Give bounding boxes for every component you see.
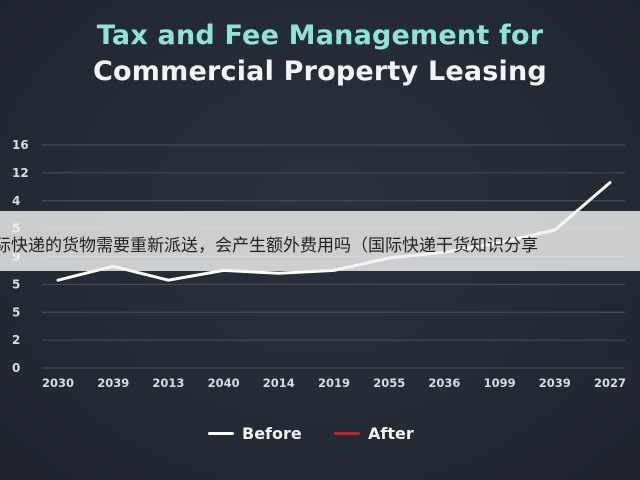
x-tick-label: 2030 <box>42 376 74 390</box>
chart-legend: Before After <box>0 420 640 446</box>
legend-label-before: Before <box>242 423 302 443</box>
x-tick-label: 2019 <box>318 376 350 390</box>
y-tick-label: 5 <box>12 277 20 291</box>
y-tick-label: 2 <box>12 333 20 347</box>
x-tick-label: 2055 <box>373 376 405 390</box>
x-tick-label: 2039 <box>539 376 571 390</box>
y-tick-label: 0 <box>12 361 20 375</box>
chart-title-line1: Tax and Fee Management for <box>96 20 544 51</box>
y-tick-label: 5 <box>12 305 20 319</box>
y-tick-label: 12 <box>12 166 29 180</box>
overlay-banner[interactable]: 际快递的货物需要重新派送，会产生额外费用吗（国际快递干货知识分享 <box>0 211 640 271</box>
chart-title-line2: Commercial Property Leasing <box>93 56 547 87</box>
x-tick-label: 1099 <box>484 376 516 390</box>
legend-label-after: After <box>368 423 414 443</box>
legend-item-after: After <box>334 420 414 446</box>
x-tick-label: 2013 <box>152 376 184 390</box>
x-tick-label: 2014 <box>263 376 295 390</box>
overlay-banner-text: 际快递的货物需要重新派送，会产生额外费用吗（国际快递干货知识分享 <box>0 236 538 256</box>
x-tick-label: 2036 <box>428 376 460 390</box>
x-tick-label: 2039 <box>97 376 129 390</box>
x-axis-ticks: 2030 2039 2013 2040 2014 2019 2055 2036 1099 2039… <box>42 376 626 390</box>
legend-swatch-after <box>334 431 360 435</box>
x-tick-label: 2027 <box>594 376 626 390</box>
legend-swatch-before <box>208 431 234 435</box>
legend-item-before: Before <box>208 420 302 446</box>
y-tick-label: 16 <box>12 138 29 152</box>
x-tick-label: 2040 <box>208 376 240 390</box>
y-tick-label: 4 <box>12 194 20 208</box>
